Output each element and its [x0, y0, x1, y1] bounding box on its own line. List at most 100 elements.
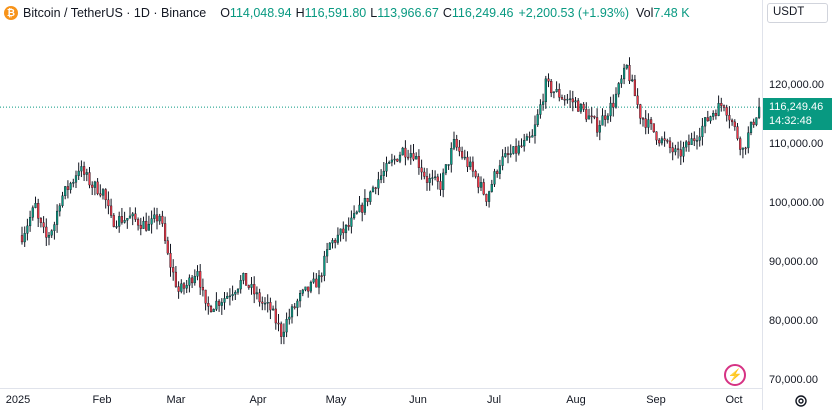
candle [242, 272, 245, 285]
price-tick: 80,000.00 [769, 315, 818, 327]
time-label: Feb [92, 394, 112, 406]
candle [493, 168, 496, 188]
candle [641, 117, 645, 127]
candle [182, 282, 186, 295]
candle [120, 207, 123, 225]
last-price-label: 116,249.46 14:32:48 [763, 98, 832, 130]
candle [698, 127, 701, 147]
candle [650, 116, 653, 130]
candle [266, 294, 269, 313]
candle [282, 323, 285, 345]
candle [34, 196, 37, 209]
open-label: O [220, 6, 230, 20]
candle [687, 134, 690, 152]
lightning-icon[interactable]: ⚡ [724, 364, 746, 386]
candle [639, 103, 642, 125]
candle [452, 131, 456, 151]
candle [533, 115, 537, 144]
candle [177, 281, 180, 299]
candle [85, 168, 88, 182]
candle [304, 286, 307, 292]
candle [674, 144, 677, 156]
candle [207, 296, 210, 315]
candle [477, 173, 480, 194]
candle [290, 304, 294, 324]
candle [390, 153, 393, 167]
candle [58, 203, 61, 217]
candle [47, 231, 51, 246]
candle [209, 304, 213, 313]
candlestick-chart[interactable] [0, 0, 762, 388]
candle [709, 115, 712, 124]
candle [501, 149, 504, 171]
candle [536, 109, 539, 127]
candle [577, 98, 580, 112]
candle [134, 207, 137, 222]
candle [326, 242, 329, 264]
candle [736, 122, 739, 141]
candle [490, 179, 493, 193]
open-value: 114,048.94 [229, 6, 292, 20]
price-tick: 120,000.00 [769, 79, 825, 91]
candle [188, 274, 191, 293]
chart-pane[interactable]: ₿ Bitcoin / TetherUS · 1D · Binance O 11… [0, 0, 762, 388]
candle [463, 149, 466, 161]
candle [80, 160, 83, 178]
candle [315, 273, 318, 288]
candle [558, 83, 561, 102]
currency-selector[interactable]: USDT [767, 3, 828, 23]
candle [107, 191, 110, 215]
candle [614, 87, 618, 109]
candle [91, 181, 94, 196]
candle [606, 113, 609, 124]
candle [741, 147, 744, 159]
candle [574, 96, 577, 108]
gear-icon[interactable] [794, 394, 808, 408]
candle [404, 140, 407, 166]
candle [612, 94, 615, 117]
candle [366, 197, 369, 207]
last-price-value: 116,249.46 [769, 101, 824, 113]
candle [29, 210, 32, 232]
candle [317, 270, 321, 295]
candle [401, 146, 404, 156]
symbol-title[interactable]: Bitcoin / TetherUS · 1D · Binance [23, 6, 207, 20]
candle [571, 90, 574, 112]
candle [339, 228, 342, 242]
candle [428, 173, 431, 191]
candle [180, 279, 183, 294]
candle [388, 160, 391, 164]
candle [479, 176, 483, 191]
candle [288, 308, 291, 325]
candle [371, 185, 375, 193]
candle [596, 108, 599, 137]
candle [255, 286, 258, 300]
candle-countdown: 14:32:48 [769, 115, 812, 127]
candle [236, 288, 240, 295]
candle [458, 140, 461, 157]
candle [496, 169, 499, 178]
candle [560, 94, 564, 100]
candle [50, 229, 53, 238]
candle [436, 173, 439, 190]
candle [369, 190, 372, 205]
candle [722, 104, 726, 112]
candle [523, 133, 526, 152]
low-value: 113,966.67 [377, 6, 439, 20]
candle [593, 115, 596, 120]
time-scale[interactable]: 2025 Feb Mar Apr May Jun Jul Aug Sep Oct [0, 388, 762, 411]
candle [293, 302, 296, 310]
candle [199, 264, 202, 295]
candle [239, 275, 242, 294]
candle [382, 162, 385, 183]
candle [485, 193, 488, 207]
candle [752, 118, 755, 128]
candle [409, 144, 412, 165]
candle [444, 164, 447, 176]
price-scale[interactable]: USDT 120,000.00 110,000.00 100,000.00 90… [762, 0, 832, 410]
high-value: 116,591.80 [304, 6, 367, 20]
close-label: C [442, 6, 452, 20]
bitcoin-icon: ₿ [4, 6, 18, 20]
candle [136, 217, 140, 231]
candle [61, 191, 64, 208]
